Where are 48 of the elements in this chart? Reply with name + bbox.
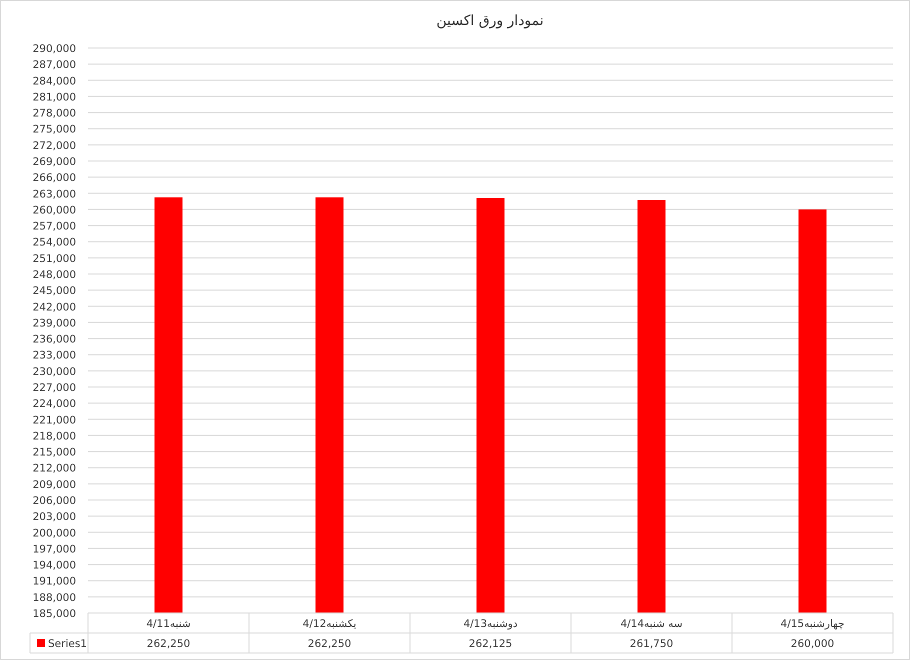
data-label: 262,250 [146, 638, 190, 650]
y-tick-label: 185,000 [32, 608, 76, 620]
y-tick-label: 203,000 [32, 511, 76, 524]
data-label: 262,125 [468, 638, 512, 650]
y-tick-label: 257,000 [32, 220, 76, 233]
y-tick-label: 239,000 [32, 317, 76, 330]
y-tick-label: 278,000 [32, 108, 76, 120]
y-tick-label: 248,000 [32, 269, 76, 281]
y-tick-label: 290,000 [32, 43, 76, 55]
y-tick-label: 266,000 [32, 172, 76, 184]
y-tick-label: 191,000 [32, 576, 76, 588]
chart-title: نمودار ورق اکسین [436, 13, 544, 29]
data-label: 260,000 [790, 638, 834, 650]
y-tick-label: 263,000 [32, 188, 76, 200]
x-tick-label: یکشنبه4/12 [302, 618, 356, 630]
y-tick-label: 215,000 [32, 446, 76, 459]
y-tick-label: 251,000 [32, 252, 76, 265]
y-tick-label: 269,000 [32, 156, 76, 168]
data-label: 261,750 [630, 638, 674, 650]
y-tick-label: 209,000 [32, 478, 76, 491]
y-tick-label: 206,000 [32, 495, 76, 507]
data-label: 262,250 [308, 638, 352, 650]
y-tick-label: 242,000 [32, 301, 76, 314]
y-tick-label: 197,000 [32, 543, 76, 556]
y-tick-label: 230,000 [32, 366, 76, 378]
y-tick-label: 233,000 [32, 350, 76, 362]
y-tick-label: 275,000 [32, 124, 76, 136]
y-tick-label: 284,000 [32, 75, 76, 88]
y-tick-label: 218,000 [32, 430, 76, 442]
y-tick-label: 227,000 [32, 382, 76, 394]
y-tick-label: 221,000 [32, 414, 76, 426]
y-tick-label: 188,000 [32, 592, 76, 604]
legend-label: Series1 [48, 638, 87, 650]
y-tick-label: 236,000 [32, 334, 76, 346]
x-tick-label: دوشنبه4/13 [463, 618, 518, 630]
x-tick-label: سه شنبه4/14 [620, 618, 683, 630]
y-tick-label: 194,000 [32, 560, 76, 572]
y-tick-label: 272,000 [32, 140, 76, 152]
y-tick-label: 254,000 [32, 236, 76, 249]
y-tick-label: 260,000 [32, 204, 76, 216]
x-tick-label: شنبه4/11 [146, 618, 191, 630]
y-tick-label: 224,000 [32, 398, 76, 410]
y-tick-label: 200,000 [32, 527, 76, 540]
y-tick-label: 287,000 [32, 59, 76, 72]
y-tick-label: 212,000 [32, 462, 76, 475]
y-tick-label: 245,000 [32, 285, 76, 298]
y-tick-label: 281,000 [32, 91, 76, 104]
x-tick-label: چهارشنبه4/15 [780, 618, 844, 630]
